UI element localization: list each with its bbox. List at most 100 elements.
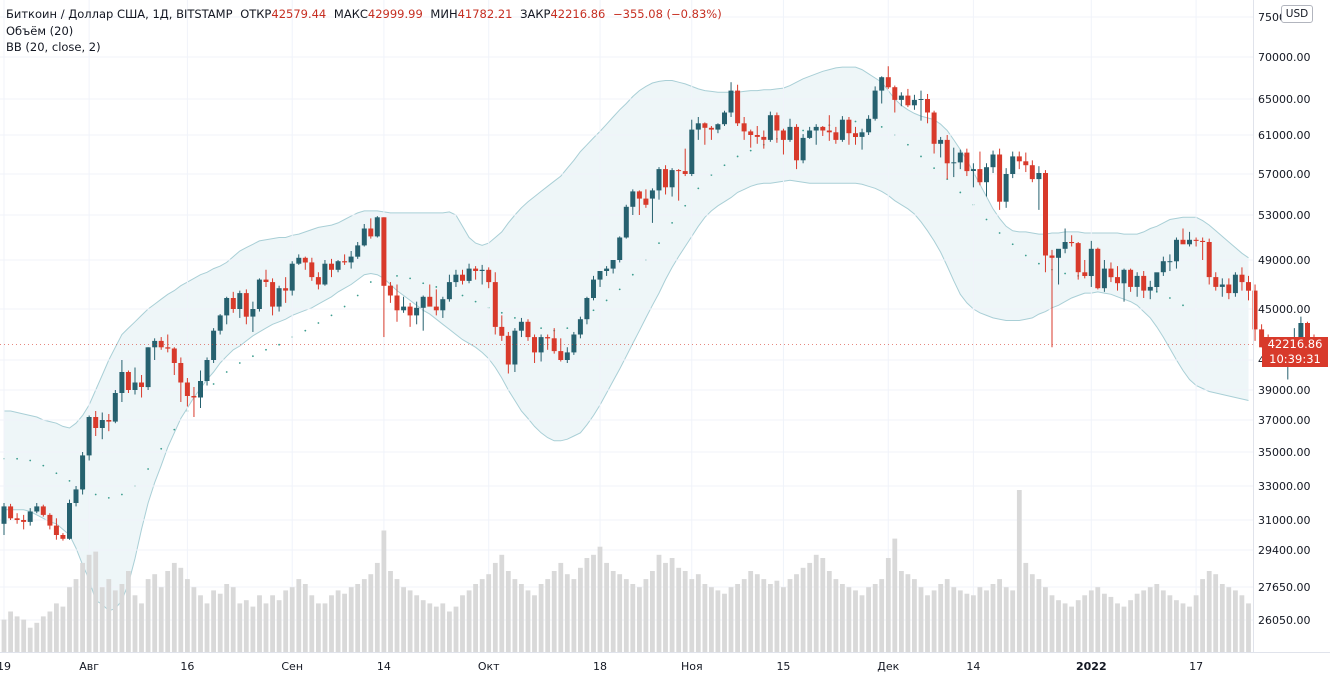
candle-body — [256, 279, 262, 309]
bb-basis-dot — [317, 322, 320, 324]
volume-bar — [1003, 587, 1009, 652]
price-axis-label: 37000.00 — [1258, 414, 1311, 427]
candle-body — [1174, 239, 1179, 262]
volume-bar — [1246, 603, 1251, 652]
time-axis-label: Дек — [877, 660, 899, 673]
volume-bar — [663, 562, 668, 652]
price-axis-label: 29400.00 — [1258, 544, 1311, 557]
volume-bar — [781, 587, 786, 652]
bb-basis-dot — [1038, 262, 1040, 265]
bb-basis-dot — [278, 343, 280, 346]
volume-bar — [637, 587, 642, 652]
candle-body — [846, 119, 852, 134]
candles-layer — [1, 66, 1317, 541]
volume-bar — [1226, 587, 1232, 652]
volume-bar — [872, 584, 878, 652]
volume-bar — [34, 622, 40, 652]
candle-body — [329, 263, 334, 270]
candle-body — [414, 307, 420, 316]
volume-bar — [885, 558, 891, 652]
volume-bar — [263, 603, 269, 652]
candle-body — [492, 282, 498, 327]
volume-bar — [931, 590, 937, 652]
volume-bar — [1141, 590, 1147, 652]
candle-body — [1246, 282, 1251, 291]
candle-body — [735, 90, 741, 124]
bb-indicator-label[interactable]: BB (20, close, 2) — [6, 40, 101, 54]
candle-body — [833, 132, 839, 140]
candle-body — [636, 191, 642, 199]
candle-body — [708, 127, 714, 130]
volume-layer — [1, 490, 1251, 652]
legend-ohlc-row: Биткоин / Доллар США, 1Д, BITSTAMP ОТКР4… — [6, 6, 722, 23]
candle-body — [780, 130, 786, 140]
volume-bar — [420, 600, 426, 652]
candle-body — [8, 506, 14, 519]
candle-body — [440, 299, 446, 311]
bb-basis-dot — [343, 305, 346, 308]
candle-body — [970, 169, 976, 171]
volume-bar — [204, 603, 210, 652]
bb-basis-dot — [802, 129, 804, 132]
volume-bar — [329, 595, 334, 652]
volume-bar — [774, 580, 780, 652]
volume-bar — [938, 584, 944, 652]
bb-basis-dot — [1064, 272, 1066, 275]
volume-bar — [237, 603, 243, 652]
bb-basis-dot — [1182, 304, 1184, 307]
volume-bar — [944, 579, 950, 652]
volume-bar — [296, 579, 302, 652]
price-axis-label: 49000.00 — [1258, 254, 1311, 267]
volume-bar — [905, 574, 911, 652]
candle-body — [715, 124, 721, 130]
candle-body — [401, 306, 407, 311]
time-axis-label: Авг — [79, 660, 99, 673]
candle-body — [407, 306, 413, 316]
time-axis-label: 16 — [180, 660, 194, 673]
volume-bar — [748, 571, 754, 652]
candle-body — [1206, 242, 1212, 278]
time-axis-label: Окт — [478, 660, 500, 673]
candle-body — [695, 123, 701, 130]
candle-body — [1062, 242, 1068, 249]
candle-body — [1115, 277, 1120, 284]
legend-low-label: МИН — [430, 7, 458, 21]
volume-bar — [14, 616, 20, 652]
candle-body — [204, 360, 210, 381]
bb-basis-dot — [723, 164, 726, 167]
volume-bar — [27, 627, 33, 652]
bb-basis-dot — [1011, 243, 1014, 246]
candle-body — [368, 228, 374, 237]
candle-body — [158, 340, 164, 348]
candle-body — [446, 282, 452, 300]
volume-bar — [427, 603, 433, 652]
volume-bar — [466, 590, 472, 652]
volume-bar — [551, 571, 557, 652]
price-axis-label: 53000.00 — [1258, 209, 1311, 222]
volume-bar — [846, 587, 852, 652]
candle-body — [191, 396, 197, 398]
volume-indicator-label[interactable]: Объём (20) — [6, 23, 74, 38]
volume-bar — [316, 603, 321, 652]
volume-bar — [1121, 606, 1127, 652]
currency-button[interactable]: USD — [1281, 5, 1313, 23]
time-axis-label: Сен — [281, 660, 303, 673]
volume-bar — [388, 571, 393, 652]
volume-bar — [1029, 574, 1035, 652]
volume-bar — [165, 571, 171, 652]
candle-body — [990, 154, 996, 168]
volume-bar — [676, 567, 682, 652]
price-axis-label: 45000.00 — [1258, 303, 1311, 316]
candle-body — [925, 99, 930, 113]
candle-body — [1200, 240, 1206, 242]
volume-bar — [230, 587, 236, 652]
volume-bar — [643, 579, 649, 652]
volume-bar — [650, 571, 655, 652]
bb-basis-dot — [68, 480, 71, 482]
volume-bar — [597, 546, 603, 652]
candle-body — [211, 330, 217, 360]
candle-body — [787, 126, 793, 140]
volume-bar — [381, 530, 387, 652]
